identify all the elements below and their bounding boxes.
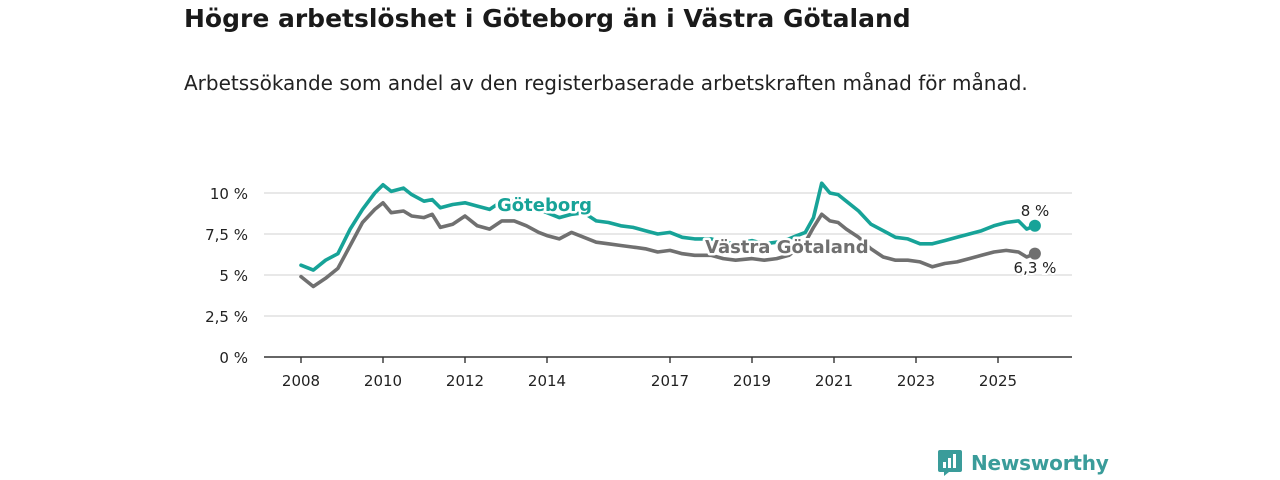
grid-lines xyxy=(264,192,1072,317)
chart-title: Högre arbetslöshet i Göteborg än i Västr… xyxy=(184,4,911,33)
x-tick-label: 2019 xyxy=(733,372,771,390)
x-tick-label: 2008 xyxy=(282,372,320,390)
x-tick-label: 2021 xyxy=(815,372,853,390)
series-label-vastra-gotaland: Västra Götaland xyxy=(705,237,869,258)
series-labels: Göteborg Västra Götaland 8 % 6,3 % xyxy=(495,193,1059,280)
x-tick-label: 2023 xyxy=(897,372,935,390)
brand-name: Newsworthy xyxy=(971,451,1109,475)
x-tick-label: 2017 xyxy=(651,372,689,390)
y-tick-label: 2,5 % xyxy=(205,308,248,326)
x-tick-label: 2010 xyxy=(364,372,402,390)
y-tick-label: 0 % xyxy=(219,349,248,367)
series-line-vastra-gotaland xyxy=(299,201,1037,289)
endpoint-dot-vastra-gotaland xyxy=(1028,247,1041,260)
chart-subtitle: Arbetssökande som andel av den registerb… xyxy=(184,71,1028,95)
y-tick-label: 10 % xyxy=(210,185,248,203)
line-chart: 0 % 2,5 % 5 % 7,5 % 10 % 2008 2010 2012 2014 2017… xyxy=(205,181,1072,390)
end-value-vastra-gotaland: 6,3 % xyxy=(1014,259,1057,277)
series-lines xyxy=(299,181,1041,289)
newsworthy-logo-icon xyxy=(938,450,962,476)
x-tick-label: 2012 xyxy=(446,372,484,390)
x-tick-label: 2014 xyxy=(528,372,566,390)
end-value-goteborg: 8 % xyxy=(1021,202,1050,220)
x-tick-label: 2025 xyxy=(979,372,1017,390)
axes: 0 % 2,5 % 5 % 7,5 % 10 % 2008 2010 2012 2014 2017… xyxy=(205,185,1072,390)
y-tick-label: 7,5 % xyxy=(205,226,248,244)
series-label-goteborg: Göteborg xyxy=(497,195,592,216)
series-line-goteborg xyxy=(299,181,1037,272)
brand-logo[interactable]: Newsworthy xyxy=(937,448,1109,478)
endpoint-dot-goteborg xyxy=(1028,219,1041,232)
y-tick-label: 5 % xyxy=(219,267,248,285)
